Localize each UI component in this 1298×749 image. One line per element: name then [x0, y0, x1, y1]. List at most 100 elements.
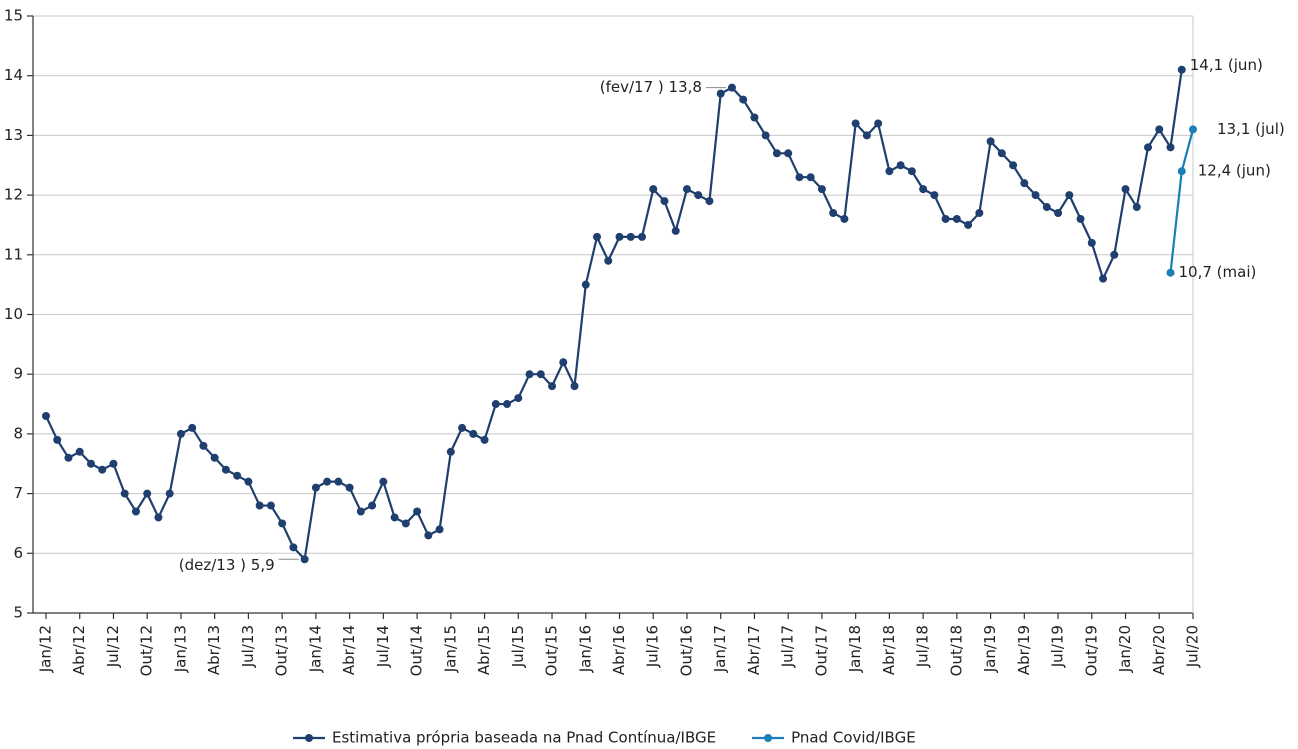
y-tick-label: 14: [4, 66, 23, 84]
x-tick-label: Jan/14: [306, 625, 324, 673]
data-point: [345, 483, 354, 492]
data-point: [368, 501, 377, 510]
value-label: 12,4 (jun): [1198, 162, 1271, 180]
data-point: [930, 191, 939, 200]
data-point: [952, 214, 961, 223]
y-tick-label: 5: [13, 604, 23, 622]
x-tick-label: Jul/17: [779, 625, 797, 668]
legend-marker: [764, 734, 773, 742]
data-point: [570, 382, 579, 391]
data-point: [874, 119, 883, 128]
data-point: [1065, 191, 1074, 200]
data-point: [514, 394, 523, 403]
x-tick-label: Abr/14: [340, 625, 358, 675]
data-point: [131, 507, 140, 516]
data-point: [42, 411, 50, 420]
data-point: [1177, 65, 1186, 74]
value-label: 10,7 (mai): [1179, 263, 1257, 281]
x-tick-label: Jan/18: [846, 625, 864, 673]
data-point: [435, 525, 444, 534]
data-point: [334, 477, 343, 486]
data-point: [98, 465, 107, 474]
x-tick-label: Jul/15: [509, 625, 527, 668]
data-point: [862, 131, 871, 140]
y-tick-label: 15: [4, 7, 23, 25]
data-point: [176, 429, 185, 438]
data-point: [244, 477, 253, 486]
data-point: [120, 489, 129, 498]
data-point: [750, 113, 759, 122]
data-point: [1087, 238, 1096, 247]
value-label: (fev/17 ) 13,8: [600, 78, 702, 96]
data-point: [941, 214, 950, 223]
data-point: [761, 131, 770, 140]
data-point: [919, 185, 928, 194]
x-tick-label: Out/13: [273, 625, 291, 676]
data-point: [221, 465, 230, 474]
data-point: [626, 232, 635, 241]
legend-label: Pnad Covid/IBGE: [791, 729, 916, 747]
data-point: [323, 477, 332, 486]
data-point: [1076, 214, 1085, 223]
data-point: [1166, 268, 1175, 277]
data-point: [1031, 191, 1040, 200]
data-point: [413, 507, 422, 516]
x-tick-label: Jul/14: [374, 625, 392, 668]
x-tick-label: Out/18: [947, 625, 965, 676]
x-tick-label: Jan/17: [711, 625, 729, 673]
data-point: [705, 197, 714, 206]
x-tick-label: Out/12: [138, 625, 156, 676]
y-tick-label: 6: [13, 544, 23, 562]
data-point: [1020, 179, 1029, 188]
data-point: [896, 161, 905, 170]
data-point: [480, 435, 489, 444]
data-point: [446, 447, 455, 456]
data-point: [907, 167, 916, 176]
data-point: [53, 435, 62, 444]
legend-label: Estimativa própria baseada na Pnad Contí…: [332, 729, 716, 747]
value-label: 14,1 (jun): [1190, 56, 1263, 74]
x-tick-label: Jan/12: [37, 625, 55, 673]
y-tick-label: 11: [4, 245, 23, 263]
data-point: [109, 459, 118, 468]
data-point: [210, 453, 219, 462]
data-point: [165, 489, 174, 498]
data-point: [548, 382, 557, 391]
x-tick-label: Abr/16: [610, 625, 628, 675]
data-point: [356, 507, 365, 516]
data-point: [727, 83, 736, 92]
x-tick-label: Out/16: [677, 625, 695, 676]
x-tick-label: Abr/12: [70, 625, 88, 675]
data-point: [311, 483, 320, 492]
data-point: [86, 459, 95, 468]
y-tick-label: 10: [4, 305, 23, 323]
data-point: [233, 471, 242, 480]
x-tick-label: Jan/19: [981, 625, 999, 673]
data-point: [1110, 250, 1119, 259]
data-point: [390, 513, 399, 522]
data-point: [536, 370, 545, 379]
data-point: [604, 256, 613, 265]
data-point: [255, 501, 264, 510]
data-point: [964, 220, 973, 229]
data-point: [671, 226, 680, 235]
x-tick-label: Abr/20: [1150, 625, 1168, 675]
data-point: [199, 441, 208, 450]
data-point: [997, 149, 1006, 158]
data-point: [289, 543, 298, 552]
data-point: [491, 400, 500, 409]
x-tick-label: Abr/17: [745, 625, 763, 675]
data-point: [660, 197, 669, 206]
x-tick-label: Abr/19: [1015, 625, 1033, 675]
data-point: [694, 191, 703, 200]
data-point: [559, 358, 568, 367]
data-point: [1189, 125, 1197, 134]
data-point: [784, 149, 793, 158]
x-tick-label: Out/17: [812, 625, 830, 676]
data-point: [1155, 125, 1164, 134]
x-tick-label: Abr/13: [205, 625, 223, 675]
data-point: [851, 119, 860, 128]
series-line: [1169, 129, 1195, 273]
x-tick-label: Jul/16: [644, 625, 662, 668]
data-point: [266, 501, 275, 510]
